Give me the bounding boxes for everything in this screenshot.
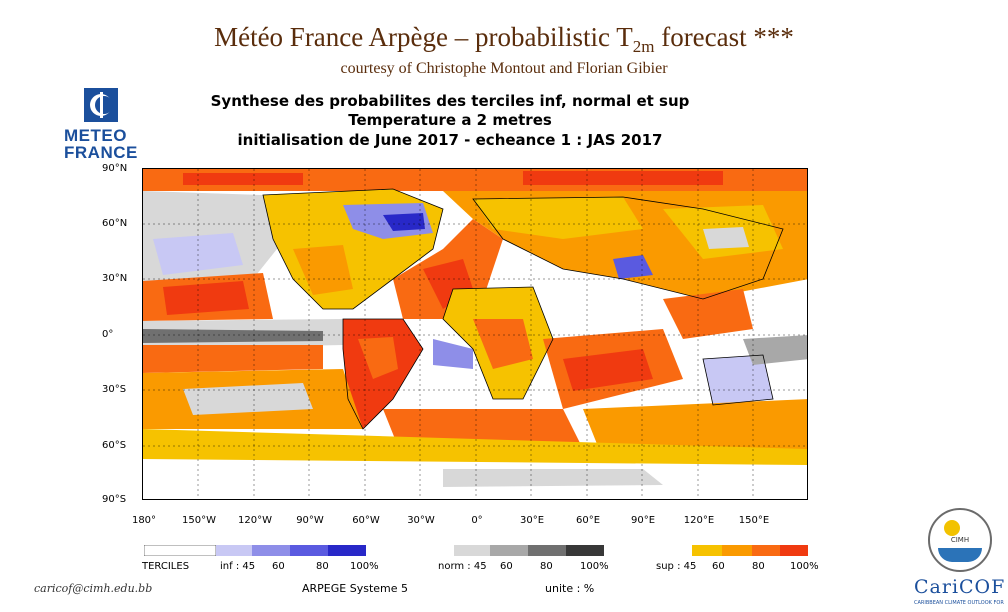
map-title-line-2: Temperature a 2 metres [348, 111, 552, 129]
legend-sup-label-1: sup : 45 [656, 561, 697, 572]
legend-inf-label-3: 80 [316, 561, 329, 572]
meteo-france-word-2: FRANCE [64, 143, 138, 162]
lon-label-30e: 30°E [519, 515, 545, 526]
lat-label-30s: 30°S [102, 384, 127, 395]
legend-norm-label-4: 100% [580, 561, 609, 572]
legend-heading: TERCILES [142, 561, 190, 572]
footer-system: ARPEGE Systeme 5 [302, 582, 409, 595]
wave-icon [938, 548, 982, 562]
lat-label-90n: 90°N [102, 163, 128, 174]
lat-label-60n: 60°N [102, 218, 128, 229]
lat-label-90s: 90°S [102, 494, 127, 505]
legend-sup-label-2: 60 [712, 561, 725, 572]
cimh-text: CIMH [950, 536, 970, 544]
tercile-legend-bar [144, 545, 808, 556]
tercile-legend-swatches [144, 545, 808, 556]
lat-label-60s: 60°S [102, 440, 127, 451]
cimh-emblem-icon: CIMH [928, 508, 992, 572]
map-title-line-3: initialisation de June 2017 - echeance 1… [237, 131, 663, 149]
legend-norm-label-1: norm : 45 [438, 561, 487, 572]
slide-title-main: Météo France Arpège – probabilistic T [214, 22, 633, 52]
legend-inf-label-2: 60 [272, 561, 285, 572]
meteo-france-word-1: METEO [64, 126, 127, 145]
legend-sup-label-3: 80 [752, 561, 765, 572]
lon-label-30w: 30°W [407, 515, 435, 526]
slide-title-subscript: 2m [632, 37, 655, 56]
lat-label-0: 0° [102, 329, 114, 340]
meteo-france-mark-icon [84, 88, 118, 122]
lon-label-180: 180° [131, 515, 157, 526]
legend-inf-label-4: 100% [350, 561, 379, 572]
caricof-name: CariCOF [914, 576, 1006, 598]
caricof-tagline: CARIBBEAN CLIMATE OUTLOOK FORUM [914, 600, 1004, 606]
legend-inf-label-1: inf : 45 [220, 561, 256, 572]
footer-unit: unite : % [545, 582, 595, 595]
slide-title-tail: forecast *** [654, 22, 794, 52]
forecast-map [142, 168, 808, 500]
lon-label-150w: 150°W [182, 515, 216, 526]
lon-label-150e: 150°E [738, 515, 770, 526]
slide-title: Météo France Arpège – probabilistic T2m … [0, 22, 1008, 57]
sun-icon [944, 520, 960, 536]
slide-credit: courtesy of Christophe Montout and Flori… [340, 60, 668, 77]
lon-label-60w: 60°W [352, 515, 380, 526]
legend-sup-label-4: 100% [790, 561, 819, 572]
meteo-france-logo: METEO FRANCE [64, 88, 144, 162]
lon-label-120w: 120°W [238, 515, 272, 526]
lat-label-30n: 30°N [102, 273, 128, 284]
lon-label-90e: 90°E [630, 515, 656, 526]
lon-label-120e: 120°E [683, 515, 715, 526]
forecast-map-canvas [143, 169, 807, 499]
lon-label-0: 0° [471, 515, 483, 526]
caricof-logo: CIMH CariCOF CARIBBEAN CLIMATE OUTLOOK F… [914, 508, 1004, 608]
footer-email: caricof@cimh.edu.bb [34, 582, 153, 595]
map-title-line-1: Synthese des probabilites des terciles i… [210, 92, 690, 110]
legend-norm-label-3: 80 [540, 561, 553, 572]
legend-norm-label-2: 60 [500, 561, 513, 572]
lon-label-60e: 60°E [575, 515, 601, 526]
lon-label-90w: 90°W [296, 515, 324, 526]
